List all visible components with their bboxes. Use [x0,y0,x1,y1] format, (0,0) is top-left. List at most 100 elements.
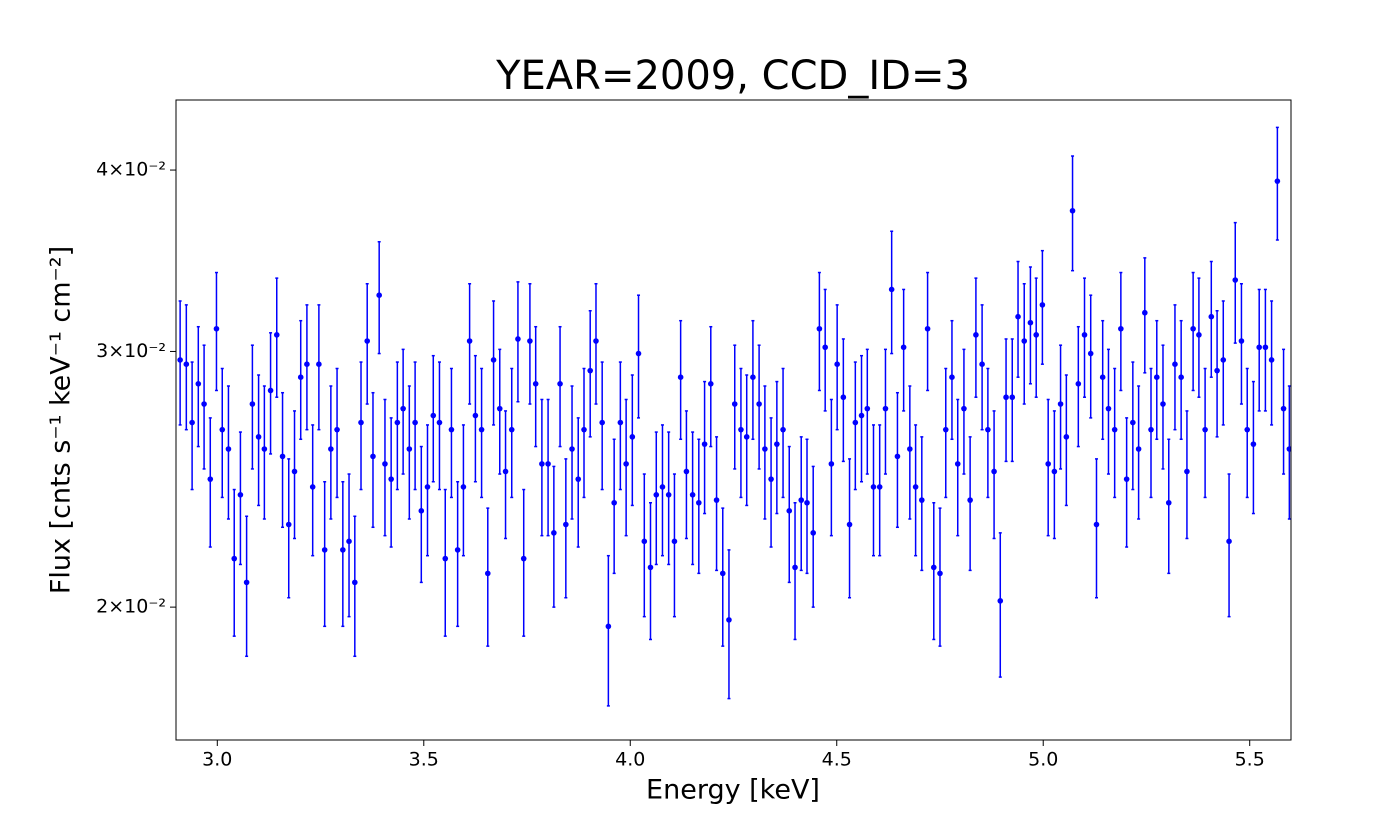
data-point [774,441,780,447]
data-point [406,446,413,452]
data-point [388,476,394,482]
data-point [1214,367,1220,374]
data-point [1003,394,1009,401]
data-point [1009,394,1016,401]
data-point [1135,446,1142,452]
data-point [340,547,346,553]
data-point [1286,446,1291,452]
data-point [321,547,328,553]
data-point [1262,344,1269,351]
data-point [219,426,226,433]
data-point [581,426,587,433]
data-point [1087,350,1094,357]
data-point [870,484,877,490]
data-point [677,374,684,380]
data-point [394,419,401,426]
data-point [738,426,744,433]
data-point [436,419,443,426]
data-point [834,361,840,367]
data-point [991,468,997,475]
data-point [1045,461,1051,467]
data-point [593,338,599,344]
data-point [599,419,605,426]
data-point [484,570,491,577]
data-point [304,361,310,367]
data-point [762,446,768,452]
data-point [430,412,437,419]
data-point [273,332,280,338]
data-point [1184,468,1190,475]
data-point [267,387,274,394]
data-point [496,405,503,412]
data-point [1220,357,1227,363]
data-point [213,325,220,332]
data-point [587,367,594,374]
data-point [364,338,371,344]
data-point [1208,313,1215,320]
data-point [551,530,557,536]
data-point [502,468,509,475]
data-point [249,401,256,407]
data-point [882,405,889,412]
data-point [1051,468,1058,475]
data-point [973,332,979,338]
data-point [508,426,515,433]
data-point [448,426,455,433]
data-point [1148,426,1154,433]
data-point [382,461,388,467]
data-point [641,538,648,545]
data-point [665,491,672,498]
data-point [1027,319,1034,326]
data-point [919,497,925,503]
data-point [195,380,202,387]
data-point [659,484,666,490]
x-tick-label: 3.0 [202,749,232,771]
data-point [1190,325,1196,332]
data-point [309,484,316,490]
data-point [750,374,756,380]
data-point [707,380,714,387]
data-point [1256,344,1263,351]
data-point [237,491,244,498]
x-tick-label: 4.5 [822,749,852,771]
data-point [623,461,629,467]
data-point [629,434,636,440]
data-point [575,476,582,482]
y-tick-label: 2×10⁻² [96,596,166,618]
data-point [713,497,720,503]
data-point [400,405,406,412]
data-point [255,434,262,440]
data-point [297,374,304,380]
data-point [786,508,793,514]
data-point [1105,405,1112,412]
data-point [997,598,1004,604]
data-point [466,338,473,344]
data-point [822,344,828,351]
data-point [894,453,901,460]
data-point [207,476,214,482]
data-point [930,564,937,571]
data-point [1232,277,1239,283]
data-point [520,555,527,562]
x-tick-label: 5.5 [1235,749,1265,771]
data-point [828,461,835,467]
x-tick-label: 3.5 [409,749,439,771]
data-point [532,380,539,387]
data-point [780,426,786,433]
data-point [696,499,702,506]
data-point [527,338,533,344]
data-point [1196,332,1202,338]
data-point [1015,313,1021,320]
data-point [719,570,726,577]
data-point [810,530,817,536]
data-point [424,484,431,490]
x-axis-label: Energy [keV] [646,775,820,806]
data-point [225,446,232,452]
data-point [954,461,961,467]
data-point [177,357,183,363]
data-point [912,484,919,490]
data-point [1238,338,1245,344]
data-point [261,446,268,452]
